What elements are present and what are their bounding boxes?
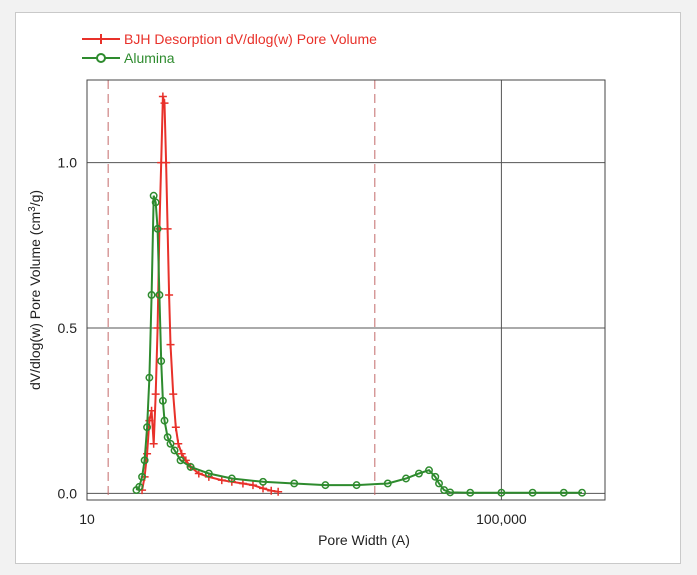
data-point bbox=[166, 340, 175, 349]
data-point bbox=[166, 439, 175, 448]
data-point bbox=[135, 482, 144, 491]
y-tick-label: 0.5 bbox=[58, 320, 78, 336]
reference-lines bbox=[107, 80, 376, 500]
y-axis-title-main: dV/dlog(w) Pore Volume (cm bbox=[27, 212, 43, 390]
data-point bbox=[138, 472, 147, 481]
x-axis-title: Pore Width (A) bbox=[318, 532, 410, 548]
data-point bbox=[140, 456, 149, 465]
data-point bbox=[290, 479, 299, 488]
data-point bbox=[165, 290, 174, 299]
data-point bbox=[578, 488, 586, 497]
data-point bbox=[176, 456, 185, 465]
data-point bbox=[174, 439, 183, 448]
data-point bbox=[162, 158, 171, 167]
data-point bbox=[497, 488, 506, 497]
legend-marker bbox=[97, 34, 105, 44]
data-point bbox=[147, 291, 156, 299]
data-point bbox=[227, 474, 236, 483]
series-line bbox=[135, 195, 582, 494]
data-point bbox=[151, 390, 160, 399]
data-point bbox=[171, 423, 180, 432]
data-point bbox=[155, 291, 164, 299]
data-point bbox=[153, 224, 162, 233]
series-layer bbox=[132, 92, 586, 497]
x-tick-label: 100,000 bbox=[476, 511, 527, 527]
data-point bbox=[259, 477, 267, 486]
y-axis-title-end: /g) bbox=[27, 190, 43, 206]
chart-frame: 0.0 0.5 1.0 10 100,000 Pore Width (A) dV/dlo… bbox=[15, 12, 681, 564]
data-point bbox=[466, 488, 475, 497]
data-point bbox=[248, 481, 257, 490]
data-point bbox=[528, 488, 537, 497]
data-point bbox=[431, 472, 440, 481]
data-point bbox=[352, 481, 361, 490]
y-tick-label: 1.0 bbox=[58, 155, 78, 171]
data-point bbox=[414, 469, 423, 478]
data-point bbox=[186, 462, 195, 471]
data-point bbox=[149, 191, 158, 200]
data-point bbox=[559, 488, 568, 497]
legend-item: BJH Desorption dV/dlog(w) Pore Volume bbox=[82, 31, 377, 47]
data-point bbox=[238, 479, 247, 488]
data-point bbox=[145, 373, 154, 382]
data-point bbox=[204, 469, 213, 478]
data-point bbox=[425, 466, 433, 475]
data-point bbox=[217, 476, 226, 485]
y-tick-label: 0.0 bbox=[58, 485, 78, 501]
plot-border bbox=[86, 79, 606, 501]
legend-item: Alumina bbox=[82, 50, 175, 66]
data-point bbox=[170, 446, 179, 455]
tick-labels: 0.0 0.5 1.0 10 100,000 bbox=[58, 155, 527, 527]
data-point bbox=[274, 487, 283, 496]
data-point bbox=[158, 396, 167, 405]
data-point bbox=[160, 416, 169, 425]
legend-label: Alumina bbox=[124, 50, 175, 66]
x-tick-label: 10 bbox=[79, 511, 95, 527]
y-axis-title: dV/dlog(w) Pore Volume (cm3/g) bbox=[27, 190, 44, 390]
legend-label: BJH Desorption dV/dlog(w) Pore Volume bbox=[124, 31, 377, 47]
series-alumina bbox=[132, 191, 586, 497]
chart: 0.0 0.5 1.0 10 100,000 Pore Width (A) dV/dlo… bbox=[27, 31, 606, 548]
data-point bbox=[169, 390, 178, 399]
data-point bbox=[163, 224, 172, 233]
data-point bbox=[435, 479, 443, 488]
plot-area bbox=[87, 80, 605, 500]
legend-marker bbox=[96, 53, 106, 63]
data-point bbox=[147, 406, 156, 415]
data-point bbox=[149, 439, 158, 448]
data-point bbox=[402, 474, 410, 483]
data-point bbox=[321, 481, 330, 490]
data-point bbox=[446, 488, 455, 497]
legend: BJH Desorption dV/dlog(w) Pore Volume Alu… bbox=[82, 31, 377, 66]
data-point bbox=[163, 433, 172, 442]
data-point bbox=[157, 357, 166, 366]
data-point bbox=[160, 99, 169, 108]
y-axis-title-sup: 3 bbox=[27, 206, 38, 212]
data-point bbox=[177, 449, 186, 458]
data-point bbox=[158, 92, 167, 101]
data-point bbox=[143, 423, 152, 432]
data-point bbox=[267, 486, 276, 495]
data-point bbox=[383, 479, 392, 488]
data-point bbox=[151, 198, 160, 207]
